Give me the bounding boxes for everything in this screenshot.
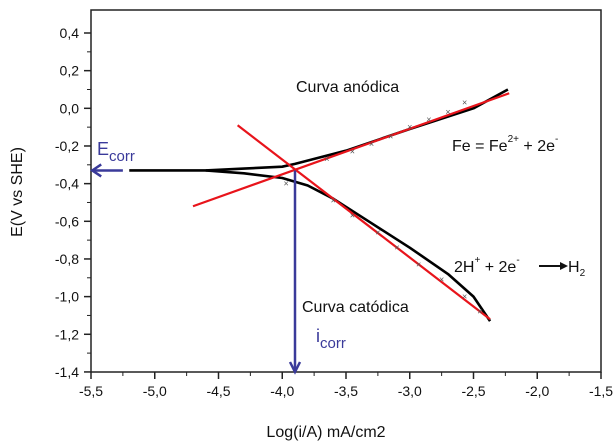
y-tick-label: -1,0 — [55, 289, 79, 305]
ecorr-label: Ecorr — [97, 139, 135, 165]
y-tick-label: -0,2 — [55, 138, 79, 154]
data-marker: × — [416, 260, 421, 270]
x-tick-label: -3,0 — [398, 383, 422, 399]
x-axis-label: Log(i/A) mA/cm2 — [266, 424, 385, 441]
anodic-curve-label: Curva anódica — [296, 79, 399, 96]
data-marker: × — [407, 122, 412, 132]
data-marker: × — [439, 275, 444, 285]
y-tick-label: 0,0 — [60, 100, 80, 116]
data-marker: × — [394, 243, 399, 253]
data-marker: × — [426, 115, 431, 125]
x-tick-label: -3,5 — [334, 383, 358, 399]
data-marker: × — [369, 139, 374, 149]
data-marker: × — [283, 179, 288, 189]
x-tick-label: -2,5 — [461, 383, 485, 399]
y-tick-label: 0,4 — [60, 25, 80, 41]
x-tick-label: -5,5 — [79, 383, 103, 399]
data-marker: × — [388, 132, 393, 142]
data-marker: × — [350, 211, 355, 221]
cathodic-curve-label: Curva catódica — [302, 299, 409, 316]
y-tick-label: -0,4 — [55, 176, 79, 192]
data-marker: × — [375, 228, 380, 238]
cathodic-reaction-label: 2H+ + 2e- — [454, 255, 520, 276]
x-tick-label: -4,5 — [206, 383, 230, 399]
cathodic-tafel-line — [236, 124, 491, 321]
ecorr-arrow-icon — [90, 163, 102, 178]
y-axis-label: E(V vs SHE) — [9, 147, 26, 237]
data-marker: × — [331, 196, 336, 206]
data-marker: × — [445, 107, 450, 117]
y-tick-label: -1,4 — [55, 364, 79, 380]
anodic-tafel-line — [192, 92, 510, 208]
icorr-arrow-icon — [288, 361, 302, 375]
cathodic-curve-line — [205, 169, 492, 322]
reaction-arrow-icon — [539, 262, 568, 270]
icorr-label: icorr — [316, 326, 346, 352]
data-marker: × — [324, 154, 329, 164]
x-tick-label: -1,5 — [589, 383, 613, 399]
plot-frame — [90, 9, 602, 373]
data-marker: × — [462, 98, 467, 108]
anodic-curve-line — [129, 88, 509, 172]
data-marker: × — [462, 292, 467, 302]
y-tick-label: 0,2 — [60, 63, 80, 79]
x-tick-label: -2,0 — [525, 383, 549, 399]
x-tick-label: -5,0 — [143, 383, 167, 399]
data-marker: × — [350, 147, 355, 157]
y-tick-label: -0,6 — [55, 213, 79, 229]
y-tick-label: -0,8 — [55, 251, 79, 267]
anodic-reaction-label: Fe = Fe2+ + 2e- — [452, 134, 558, 155]
y-tick-label: -1,2 — [55, 326, 79, 342]
data-marker: × — [477, 307, 482, 317]
x-tick-label: -4,0 — [270, 383, 294, 399]
cathodic-reaction-product: H2 — [568, 259, 586, 279]
